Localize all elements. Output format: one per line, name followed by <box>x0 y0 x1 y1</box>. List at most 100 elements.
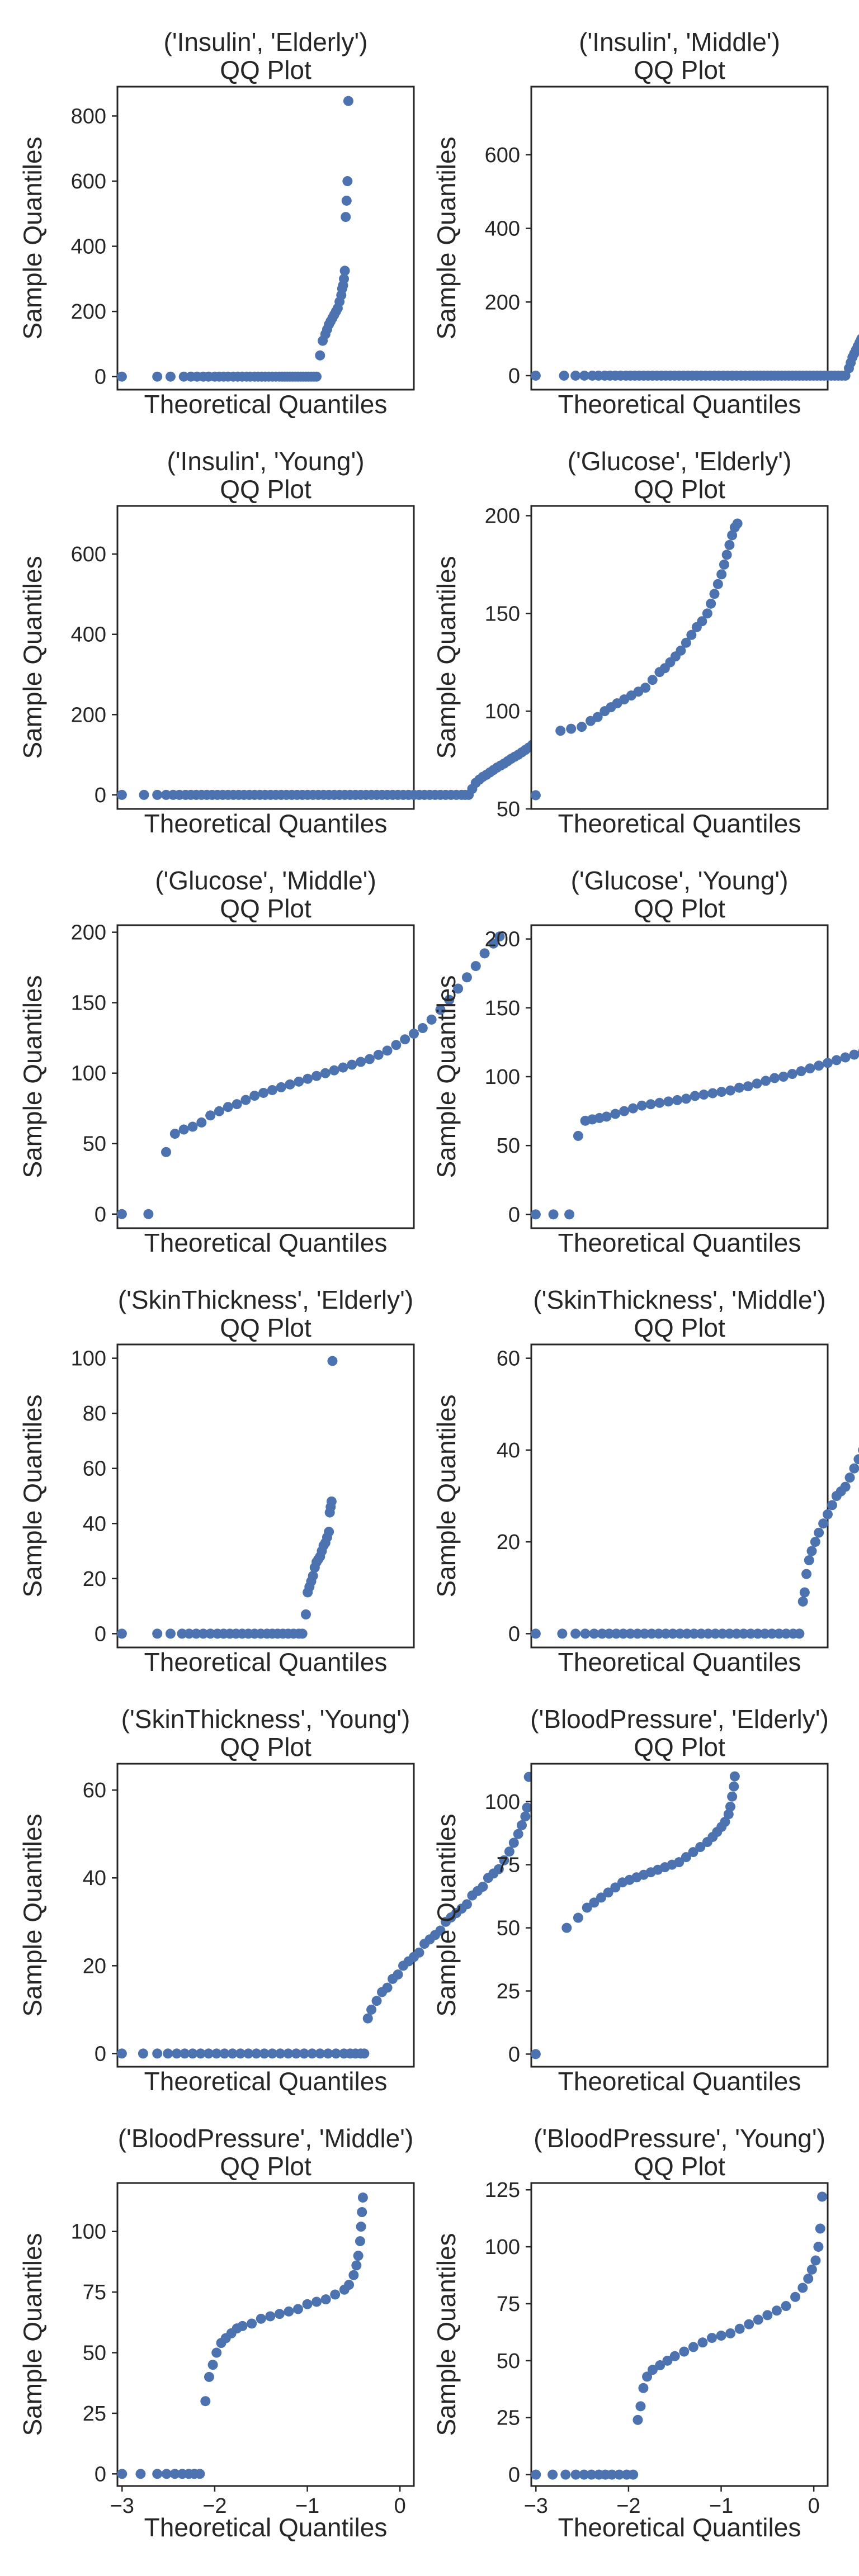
sample-point <box>283 2048 294 2059</box>
sample-point <box>727 530 738 541</box>
sample-point <box>702 608 712 619</box>
sample-point <box>703 1628 714 1639</box>
sample-point <box>560 2469 571 2480</box>
chart-subtitle: QQ Plot <box>220 2152 311 2181</box>
sample-point <box>640 683 651 693</box>
sample-point <box>804 1555 814 1565</box>
sample-point <box>249 1091 260 1101</box>
sample-point <box>725 2328 736 2338</box>
y-tick-label: 200 <box>485 291 520 314</box>
sample-point <box>323 2048 333 2059</box>
sample-point <box>285 1079 295 1090</box>
sample-point <box>601 1111 612 1122</box>
sample-point <box>499 1855 509 1865</box>
sample-point <box>686 629 697 640</box>
sample-point <box>152 371 163 382</box>
y-tick-label: 100 <box>485 1791 520 1814</box>
sample-point <box>341 195 352 206</box>
sample-point <box>548 1209 559 1220</box>
y-axis-label: Sample Quantiles <box>432 1394 461 1597</box>
x-axis-label: Theoretical Quantiles <box>144 2067 388 2096</box>
y-tick-label: 100 <box>485 700 520 723</box>
sample-point <box>353 2251 364 2261</box>
sample-point <box>275 2048 286 2059</box>
sample-point <box>725 1801 735 1812</box>
sample-point <box>672 1095 683 1105</box>
sample-point <box>530 2049 541 2059</box>
sample-points <box>531 2191 828 2480</box>
sample-point <box>382 1045 393 1056</box>
qq-panel: ('Insulin', 'Middle')QQ Plot 0 200 400 600 Th… <box>432 27 859 419</box>
y-tick-label: 200 <box>485 928 520 951</box>
sample-point <box>300 1609 311 1620</box>
qq-panel: ('Glucose', 'Middle')QQ Plot 0 50 100 150 200… <box>18 866 505 1257</box>
sample-point <box>724 1628 735 1639</box>
y-tick-label: 60 <box>497 1347 520 1371</box>
chart-title: ('Glucose', 'Elderly') <box>568 447 792 476</box>
sample-point <box>259 2048 270 2059</box>
sample-point <box>817 2191 828 2202</box>
sample-point <box>566 723 577 734</box>
y-tick-label: 600 <box>71 170 106 193</box>
sample-point <box>645 1099 656 1110</box>
sample-point <box>818 1518 829 1529</box>
sample-point <box>237 2321 248 2331</box>
sample-point <box>597 1628 607 1639</box>
sample-point <box>805 1063 815 1074</box>
y-tick-label: 0 <box>95 784 106 807</box>
sample-point <box>517 1820 527 1830</box>
sample-point <box>223 1102 233 1112</box>
y-tick-label: 200 <box>71 921 106 945</box>
x-tick-label: 0 <box>808 2494 820 2518</box>
sample-point <box>219 2048 230 2059</box>
sample-point <box>681 1852 691 1863</box>
sample-point <box>235 2048 246 2059</box>
sample-point <box>161 789 172 800</box>
sample-point <box>813 2242 824 2252</box>
sample-point <box>187 1121 198 1132</box>
y-tick-label: 50 <box>83 1133 106 1156</box>
sample-point <box>823 1058 833 1068</box>
sample-point <box>555 726 566 736</box>
axes-frame <box>116 505 415 810</box>
sample-point <box>211 2048 222 2059</box>
y-tick-label: 20 <box>497 1531 520 1554</box>
sample-point <box>681 637 691 648</box>
y-tick-label: 50 <box>83 2342 106 2365</box>
sample-point <box>638 2383 649 2393</box>
sample-point <box>797 1596 808 1607</box>
sample-point <box>744 2319 754 2329</box>
x-axis-label: Theoretical Quantiles <box>144 1228 388 1257</box>
y-axis-label: Sample Quantiles <box>432 975 461 1178</box>
sample-point <box>840 1481 851 1492</box>
sample-point <box>426 1014 437 1025</box>
y-tick-label: 0 <box>508 1622 520 1646</box>
sample-points <box>116 1356 338 1639</box>
y-tick-label: 0 <box>95 2463 106 2486</box>
sample-point <box>205 1628 216 1639</box>
x-tick-label: −2 <box>202 2494 226 2518</box>
sample-point <box>668 1628 678 1639</box>
y-tick-label: 40 <box>497 1439 520 1462</box>
chart-title: ('BloodPressure', 'Young') <box>534 2124 825 2153</box>
y-tick-label: 75 <box>497 1854 520 1877</box>
sample-point <box>635 2401 646 2412</box>
sample-point <box>196 1117 207 1128</box>
qq-panel: ('BloodPressure', 'Middle')QQ Plot 0 25 50 7… <box>18 2124 415 2542</box>
y-tick-label: 50 <box>497 1134 520 1158</box>
chart-title: ('Insulin', 'Young') <box>167 447 364 476</box>
sample-point <box>240 1095 251 1105</box>
sample-point <box>116 1209 127 1219</box>
sample-point <box>191 1628 201 1639</box>
sample-point <box>152 1628 163 1639</box>
sample-point <box>357 2207 367 2218</box>
sample-point <box>604 1628 615 1639</box>
sample-point <box>161 2469 172 2479</box>
sample-point <box>357 2193 368 2203</box>
axes-frame <box>530 2182 829 2487</box>
sample-point <box>697 616 707 627</box>
sample-point <box>247 2318 257 2329</box>
y-tick-label: 0 <box>95 1622 106 1646</box>
sample-point <box>417 1023 428 1034</box>
sample-point <box>647 2365 658 2375</box>
